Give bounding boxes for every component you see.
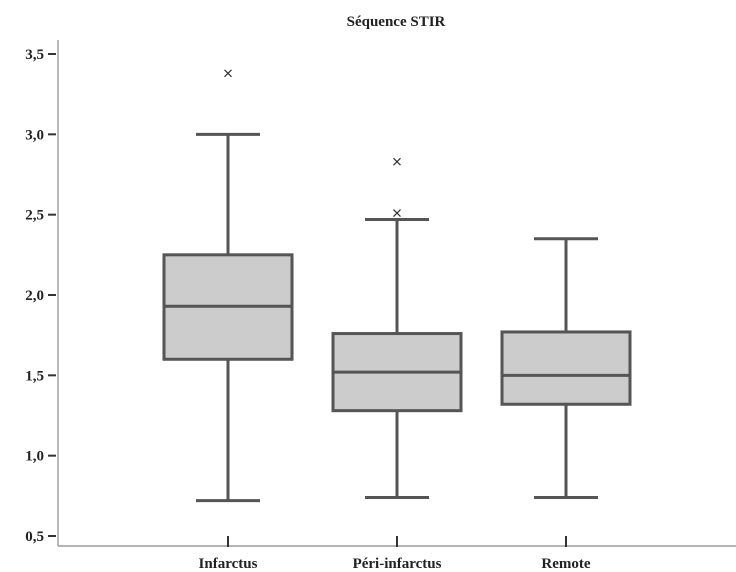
y-tick-label: 0,5 [25,529,44,545]
box-group [331,157,463,499]
y-tick-label: 1,0 [25,449,44,465]
box-group [162,69,294,503]
y-tick-label: 3,0 [25,127,44,143]
x-tick-label: Péri-infarctus [353,556,442,572]
outlier-marker [393,209,401,217]
y-tick-label: 1,5 [25,368,44,384]
outlier-marker [224,69,232,78]
x-tick-label: Remote [541,556,590,572]
y-tick-label: 2,5 [25,208,44,224]
boxes [162,69,632,503]
y-tick-label: 3,5 [25,47,44,63]
outlier-marker [393,157,401,166]
axes: 0,5 1,0 1,5 2,0 2,5 3,0 3,5 Infarctus Péri-infar… [25,40,736,572]
x-tick-label: Infarctus [199,556,258,572]
outlier-stroke [393,157,401,166]
chart-title: Séquence STIR [347,14,446,30]
y-tick-label: 2,0 [25,288,44,304]
iqr-box [500,330,632,406]
outlier-stroke [224,69,232,78]
outlier-stroke [393,209,401,217]
box-group [500,237,632,499]
